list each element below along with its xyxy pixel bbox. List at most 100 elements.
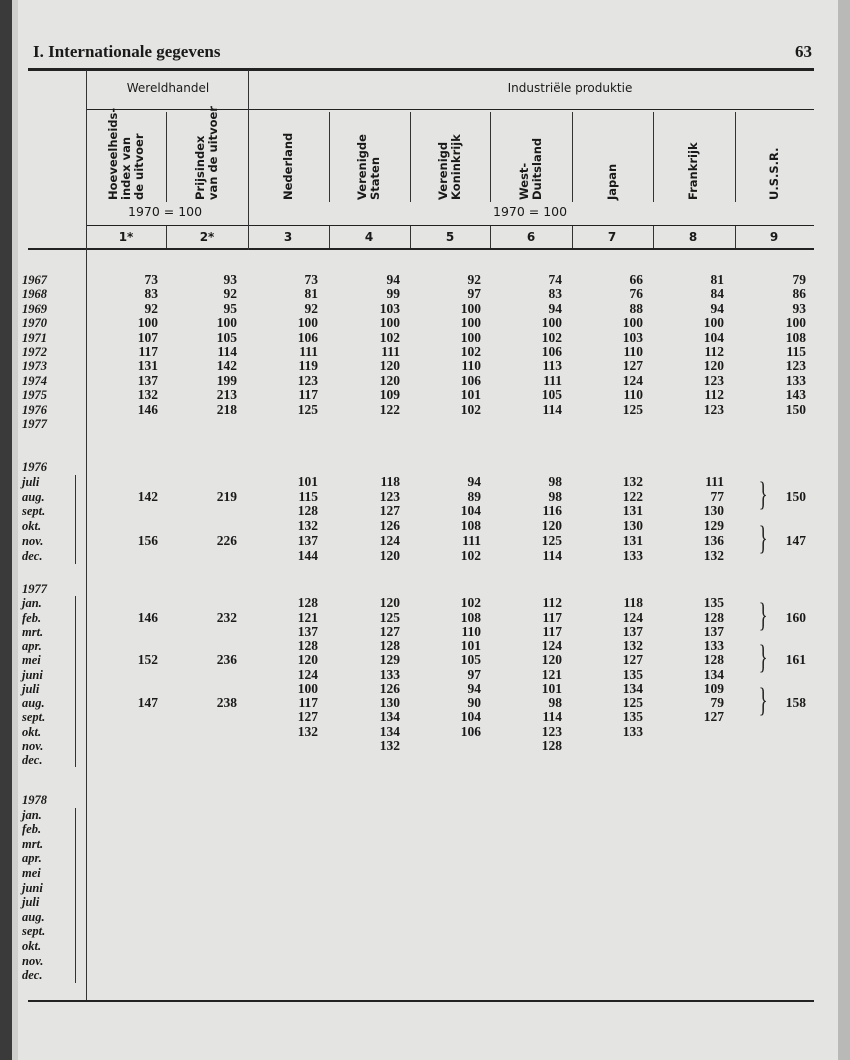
table-cell-col-3: 119 (298, 358, 318, 374)
column-divider (329, 226, 330, 248)
table-cell-col-3: 128 (297, 503, 318, 519)
period-label: mei (22, 866, 41, 880)
table-cell-col-5: 111 (462, 533, 481, 548)
column-header-9: U.S.S.R. (766, 147, 781, 200)
table-cell-col-7: 135 (622, 709, 643, 725)
table-cell-col-6: 74 (548, 272, 563, 287)
table-cell-col-3: 132 (297, 723, 318, 739)
group-rule (86, 109, 814, 110)
table-cell-col-3: 123 (297, 372, 318, 388)
table-cell-col-8: 128 (703, 652, 724, 668)
table-cell-col-3: 125 (297, 401, 318, 417)
table-cell-col-3: 73 (304, 272, 319, 287)
table-cell-col-9: 79 (792, 272, 807, 287)
table-cell-col-4: 109 (379, 387, 400, 403)
table-cell-col-5: 108 (460, 518, 481, 534)
table-cell-col-2: 236 (216, 652, 237, 668)
column-divider (410, 112, 411, 202)
table-cell-col-4: 127 (379, 503, 400, 519)
table-cell-col-4: 132 (379, 737, 400, 753)
table-cell-col-1: 92 (144, 300, 159, 316)
table-cell-col-1: 117 (138, 344, 158, 359)
column-divider (735, 226, 736, 248)
table-cell-col-8: 120 (703, 358, 724, 374)
table-cell-col-2: 93 (223, 272, 238, 287)
table-cell-col-4: 128 (379, 638, 400, 653)
table-cell-col-8: 123 (703, 401, 724, 417)
table-cell-col-3: 100 (297, 315, 318, 331)
top-rule (28, 68, 814, 71)
table-cell-col-3: 137 (297, 533, 318, 548)
block-left-bracket (75, 596, 76, 768)
table-cell-col-5: 105 (460, 652, 481, 668)
table-cell-col-8: 136 (703, 533, 724, 548)
table-cell-col-1: 73 (144, 272, 159, 287)
table-cell-col-6: 114 (542, 709, 562, 725)
column-number-4: 4 (364, 230, 374, 244)
period-label: aug. (22, 489, 45, 504)
table-cell-col-5: 92 (467, 272, 482, 287)
column-divider (572, 226, 573, 248)
quarter-brace-icon: } (758, 475, 768, 513)
base-rule (86, 225, 814, 226)
table-cell-col-6: 125 (541, 533, 562, 548)
table-cell-col-2: 92 (223, 286, 238, 302)
table-cell-col-4: 133 (379, 666, 400, 682)
period-label: apr. (22, 851, 42, 866)
period-label: 1967 (22, 273, 47, 287)
table-cell-col-9: 147 (785, 533, 806, 548)
section-title: I. Internationale gegevens (33, 42, 221, 61)
column-number-9: 9 (769, 230, 779, 244)
period-label: nov. (22, 534, 44, 548)
column-divider (572, 112, 573, 202)
book-spine-edge (0, 0, 12, 1060)
table-cell-col-7: 131 (622, 533, 643, 548)
table-cell-col-6: 117 (542, 623, 562, 639)
table-cell-col-5: 100 (460, 315, 481, 331)
table-cell-col-6: 111 (543, 372, 562, 388)
table-cell-col-6: 120 (541, 518, 562, 534)
table-cell-col-8: 94 (710, 300, 725, 316)
table-cell-col-8: 81 (710, 272, 725, 287)
table-cell-col-7: 134 (622, 680, 643, 696)
table-cell-col-4: 102 (379, 329, 400, 345)
table-cell-col-4: 120 (379, 358, 400, 374)
table-cell-col-9: 143 (785, 387, 806, 403)
period-label: 1969 (22, 301, 47, 316)
column-header-8: Frankrijk (685, 142, 700, 200)
period-label: feb. (22, 822, 42, 837)
table-cell-col-7: 76 (629, 286, 644, 302)
base-year-trade: 1970 = 100 (128, 204, 203, 219)
column-number-5: 5 (445, 230, 455, 244)
table-cell-col-8: 111 (705, 473, 724, 489)
page-right-edge (838, 0, 850, 1060)
block-left-bracket (75, 807, 76, 983)
table-cell-col-3: 117 (298, 695, 318, 710)
table-cell-col-8: 104 (703, 329, 724, 345)
table-cell-col-1: 137 (137, 372, 158, 388)
period-label: 1975 (22, 388, 47, 403)
period-label: jan. (22, 596, 42, 611)
period-label: jan. (22, 807, 42, 822)
table-cell-col-7: 124 (622, 609, 643, 625)
column-divider (735, 112, 736, 202)
table-cell-col-8: 84 (710, 286, 725, 302)
period-label: juli (22, 895, 40, 910)
table-cell-col-3: 120 (297, 652, 318, 668)
table-cell-col-7: 133 (622, 723, 643, 739)
table-cell-col-1: 146 (137, 609, 158, 625)
period-label: aug. (22, 696, 45, 710)
table-cell-col-4: 127 (379, 623, 400, 639)
table-cell-col-2: 218 (216, 401, 237, 417)
table-cell-col-5: 89 (467, 488, 482, 504)
table-cell-col-6: 128 (541, 737, 562, 753)
table-cell-col-8: 128 (703, 609, 724, 625)
table-cell-col-8: 100 (703, 315, 724, 331)
table-cell-col-2: 232 (216, 609, 237, 625)
table-cell-col-5: 102 (460, 547, 481, 563)
table-cell-col-1: 147 (137, 695, 158, 710)
table-cell-col-2: 105 (216, 329, 237, 345)
column-header-1: Hoeveelheids- index van de uitvoer (105, 107, 146, 200)
table-cell-col-3: 128 (297, 595, 318, 611)
column-divider (166, 226, 167, 248)
